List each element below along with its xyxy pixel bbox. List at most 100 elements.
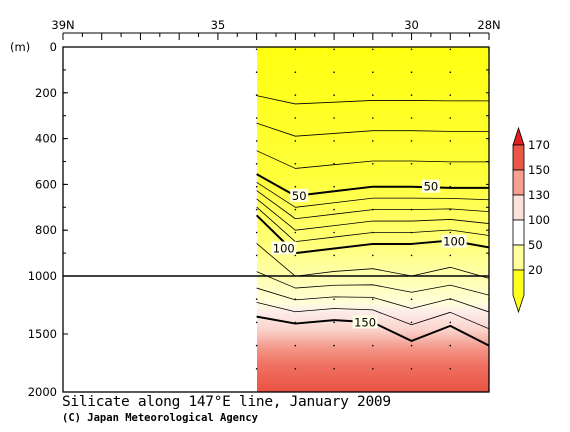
station-dot <box>449 117 452 119</box>
contour-label: 100 <box>273 242 295 256</box>
station-dot <box>410 117 413 119</box>
station-dot <box>255 254 258 257</box>
station-dot <box>372 368 374 370</box>
station-dot <box>255 117 258 119</box>
y-tick-label: 200 <box>35 86 57 100</box>
plot-frame <box>62 46 490 393</box>
station-dot <box>410 140 413 142</box>
station-dot <box>333 298 335 301</box>
y-tick-label: 1500 <box>28 327 57 341</box>
station-dot <box>255 368 258 370</box>
colorbar-segment <box>512 169 525 196</box>
station-dot <box>410 298 413 301</box>
x-tick-label: 28N <box>477 18 500 32</box>
station-dot <box>449 321 452 324</box>
contour-label-bg <box>421 179 440 193</box>
station-dot <box>294 162 297 165</box>
station-dot <box>372 71 374 73</box>
contour-minor <box>256 182 489 208</box>
station-dot <box>333 71 335 73</box>
y-axis: 0 200 400 600 800 1000 1500 2000 <box>28 40 489 399</box>
station-dot <box>294 254 297 257</box>
station-dot <box>449 254 452 257</box>
colorbar-label: 20 <box>528 263 543 277</box>
station-dot <box>372 162 374 165</box>
colorbar: 170 150 130 100 50 20 <box>512 126 550 314</box>
station-dot <box>372 140 374 142</box>
y-tick-label: 400 <box>35 132 57 146</box>
contour-label-bg <box>271 241 297 255</box>
y-tick-label: 0 <box>50 40 57 54</box>
station-dot <box>255 185 258 188</box>
station-dot <box>294 94 297 96</box>
contour-label: 50 <box>292 189 307 203</box>
station-dot <box>410 321 413 324</box>
contour-label-bg <box>290 188 309 202</box>
contour-minor <box>256 198 489 231</box>
station-dot <box>294 48 297 51</box>
colorbar-label: 170 <box>528 138 550 152</box>
station-dot <box>294 71 297 73</box>
station-dot <box>255 344 258 347</box>
station-dot <box>410 71 413 73</box>
station-dot <box>294 231 297 234</box>
station-dot <box>255 71 258 73</box>
station-dot <box>294 368 297 370</box>
station-dot <box>333 344 335 347</box>
y-tick-label: 1000 <box>28 269 57 283</box>
station-dot <box>410 94 413 96</box>
station-dot <box>333 48 335 51</box>
station-dot <box>294 185 297 188</box>
station-dot <box>449 94 452 96</box>
station-dot <box>255 231 258 234</box>
station-dot <box>333 162 335 165</box>
station-dot <box>294 140 297 142</box>
x-tick-label: 39N <box>51 18 74 32</box>
contour-minor <box>256 301 489 330</box>
contour-minor <box>256 95 489 105</box>
contour-minor <box>256 150 489 169</box>
station-dot <box>333 94 335 96</box>
station-dot <box>449 368 452 370</box>
station-dot <box>255 48 258 51</box>
station-dot <box>410 162 413 165</box>
station-dot <box>449 48 452 51</box>
contour-labels: 50 50 100 100 150 <box>271 179 467 329</box>
contour-label: 100 <box>443 235 465 249</box>
colorbar-label: 130 <box>528 188 550 202</box>
station-dot <box>333 254 335 257</box>
station-dot <box>449 71 452 73</box>
station-dot <box>333 185 335 188</box>
station-dot <box>255 140 258 142</box>
station-dot <box>255 208 258 211</box>
colorbar-segment <box>512 194 525 221</box>
station-dot <box>410 254 413 257</box>
credit-text: (C) Japan Meteorological Agency <box>62 412 258 424</box>
station-dot <box>449 140 452 142</box>
station-dot <box>333 231 335 234</box>
station-dot <box>255 298 258 301</box>
colorbar-segment <box>512 219 525 246</box>
chart-title: Silicate along 147°E line, January 2009 <box>62 394 391 410</box>
x-tick-label: 30 <box>404 18 419 32</box>
station-dot <box>410 48 413 51</box>
y-tick-label: 2000 <box>28 385 57 399</box>
station-dot <box>333 368 335 370</box>
contour-label-bg <box>441 234 467 248</box>
station-dot <box>410 344 413 347</box>
station-dot <box>333 117 335 119</box>
colorbar-segment <box>512 144 525 171</box>
station-dot <box>372 344 374 347</box>
contour-minor <box>256 271 489 296</box>
station-dot <box>372 298 374 301</box>
station-dot <box>294 344 297 347</box>
station-dot <box>333 321 335 324</box>
colorbar-bottom-arrow <box>512 269 525 314</box>
colorbar-label: 150 <box>528 163 550 177</box>
station-dot <box>255 321 258 324</box>
station-dot <box>294 117 297 119</box>
station-dot <box>410 368 413 370</box>
station-dot <box>372 254 374 257</box>
station-dot <box>333 140 335 142</box>
